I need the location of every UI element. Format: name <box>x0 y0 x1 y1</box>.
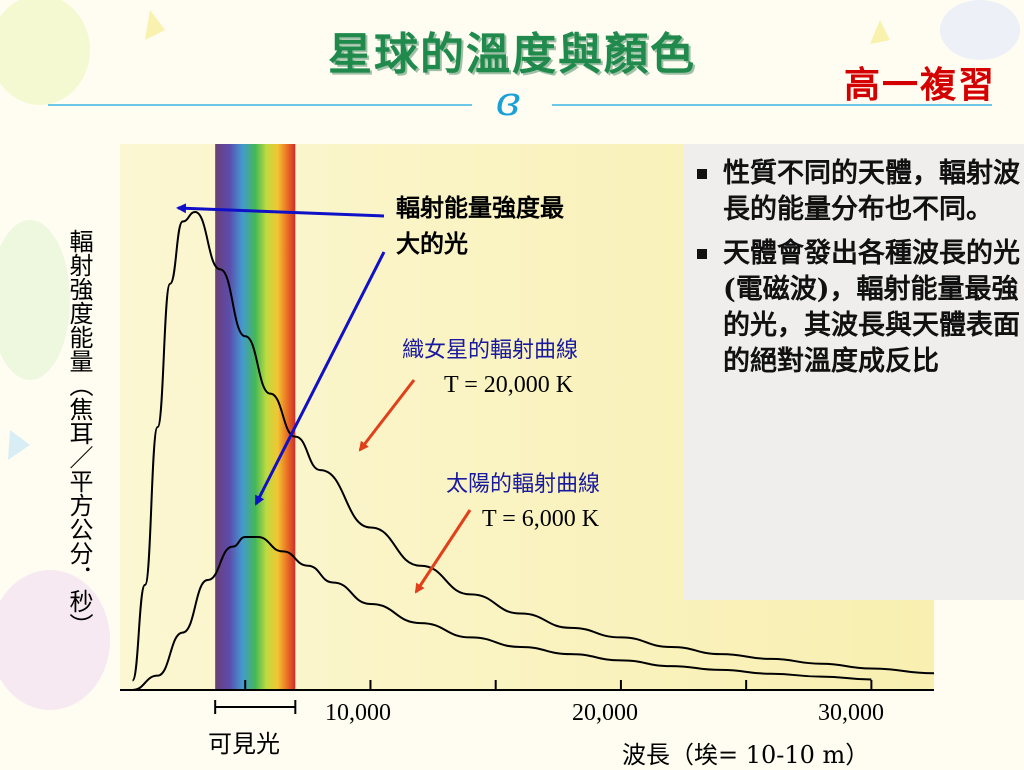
note-bullet-2: 天體會發出各種波長的光(電磁波)，輻射能量最強的光，其波長與天體表面的絕對溫度成… <box>691 236 1020 380</box>
note-text-1: 性質不同的天體，輻射波長的能量分布也不同。 <box>723 158 1020 225</box>
note-bullet-1: 性質不同的天體，輻射波長的能量分布也不同。 <box>691 156 1020 228</box>
peak-annotation: 輻射能量強度最大的光 <box>396 190 576 262</box>
radiation-curve-vega <box>131 210 935 682</box>
visible-light-label: 可見光 <box>208 730 280 758</box>
scroll-ornament-icon: ɞ <box>495 79 521 125</box>
vega-curve-label: 織女星的輻射曲線 <box>402 338 579 363</box>
vega-temperature: T = 20,000 K <box>444 372 574 398</box>
sun-curve-arrow <box>414 509 472 594</box>
x-tick-10000: 10,000 <box>325 700 391 726</box>
notes-panel: 性質不同的天體，輻射波長的能量分布也不同。 天體會發出各種波長的光(電磁波)，輻… <box>683 144 1024 600</box>
visible-range-bracket <box>214 700 297 714</box>
peak-arrow-vega <box>176 203 385 218</box>
title-divider-left <box>48 104 472 106</box>
title-divider-right <box>552 104 992 106</box>
chart-x-axis-label: 波長（埃= 10-10 m） <box>622 741 870 769</box>
peak-arrow-sun <box>254 251 386 506</box>
x-tick-20000: 20,000 <box>572 700 638 726</box>
sun-curve-label: 太陽的輻射曲線 <box>446 472 601 497</box>
note-text-2: 天體會發出各種波長的光(電磁波)，輻射能量最強的光，其波長與天體表面的絕對溫度成… <box>723 238 1020 377</box>
radiation-curve-sun <box>132 536 872 691</box>
page-title: 星球的溫度與顏色 <box>328 29 696 80</box>
vega-curve-arrow <box>358 379 416 452</box>
peak-annotation-text: 輻射能量強度最大的光 <box>396 193 564 258</box>
x-tick-30000: 30,000 <box>818 700 884 726</box>
visible-spectrum-band <box>215 144 296 690</box>
square-bullet-icon <box>697 169 707 179</box>
square-bullet-icon <box>697 249 707 259</box>
sun-temperature: T = 6,000 K <box>482 506 600 532</box>
review-tag: 高一複習 <box>843 64 996 106</box>
chart-y-axis-label: 輻射強度能量（焦耳／平方公分．秒） <box>65 229 93 637</box>
